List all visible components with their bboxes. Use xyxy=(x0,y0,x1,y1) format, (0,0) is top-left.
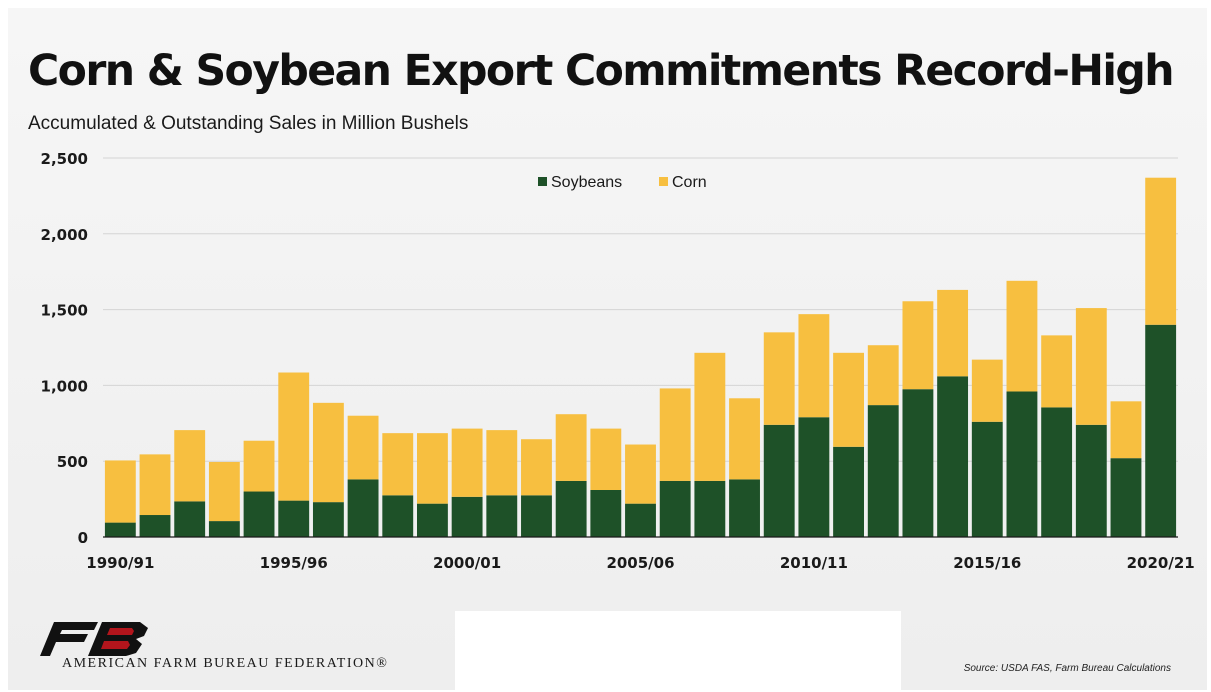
bar-soybeans xyxy=(521,495,552,537)
bar-soybeans xyxy=(104,522,136,537)
bar-soybeans xyxy=(798,417,830,537)
y-tick-label: 0 xyxy=(78,529,88,547)
bar-corn xyxy=(694,352,726,481)
bar-soybeans xyxy=(139,515,171,537)
legend-label-corn: Corn xyxy=(672,174,707,191)
bar-soybeans xyxy=(208,521,240,537)
bar-corn xyxy=(208,461,240,522)
bar-corn xyxy=(174,430,206,502)
x-tick-label: 2020/21 xyxy=(1127,554,1195,572)
bar-corn xyxy=(486,430,518,496)
bar-corn xyxy=(937,289,969,377)
y-tick-label: 1,500 xyxy=(41,302,88,320)
bar-corn xyxy=(312,402,344,503)
bar-corn xyxy=(590,428,622,491)
bar-soybeans xyxy=(1006,391,1038,537)
bar-corn xyxy=(104,460,136,523)
bar-soybeans xyxy=(312,502,344,537)
bar-soybeans xyxy=(694,480,726,537)
bar-corn xyxy=(763,332,795,425)
afbf-logo-icon xyxy=(40,622,148,656)
y-tick-label: 2,500 xyxy=(41,150,88,168)
bar-corn xyxy=(243,440,275,492)
source-note: Source: USDA FAS, Farm Bureau Calculatio… xyxy=(963,663,1171,674)
y-tick-label: 1,000 xyxy=(41,377,88,395)
x-tick-label: 2010/11 xyxy=(780,554,848,572)
bar-corn xyxy=(555,414,587,481)
bar-corn xyxy=(729,398,760,480)
bar-corn xyxy=(1110,401,1142,459)
bar-soybeans xyxy=(590,490,622,537)
bar-soybeans xyxy=(278,500,310,537)
bar-corn xyxy=(521,439,552,496)
x-tick-label: 1990/91 xyxy=(86,554,154,572)
bar-corn xyxy=(1075,308,1107,425)
chart-title: Corn & Soybean Export Commitments Record… xyxy=(28,46,1175,96)
organization-name: AMERICAN FARM BUREAU FEDERATION® xyxy=(62,656,389,671)
bar-soybeans xyxy=(555,480,587,537)
bar-corn xyxy=(1145,177,1177,325)
bar-corn xyxy=(417,433,448,504)
bar-soybeans xyxy=(625,503,656,537)
y-tick-label: 500 xyxy=(57,453,88,471)
bar-corn xyxy=(278,372,310,501)
y-tick-label: 2,000 xyxy=(41,226,88,244)
blank-panel xyxy=(455,611,901,692)
bar-soybeans xyxy=(382,495,414,537)
bar-corn xyxy=(451,428,483,497)
bar-soybeans xyxy=(451,496,483,537)
bar-corn xyxy=(867,345,899,406)
bar-soybeans xyxy=(867,405,899,537)
bar-soybeans xyxy=(729,479,760,537)
bar-soybeans xyxy=(763,424,795,537)
bar-soybeans xyxy=(1110,458,1142,537)
bar-soybeans xyxy=(902,389,934,537)
bar-soybeans xyxy=(659,480,691,537)
bar-corn xyxy=(902,301,934,390)
legend-swatch-corn xyxy=(659,177,668,186)
bar-soybeans xyxy=(937,376,969,537)
bar-corn xyxy=(625,444,656,504)
bar-corn xyxy=(971,359,1003,422)
bar-soybeans xyxy=(174,501,206,537)
bar-corn xyxy=(1006,280,1038,392)
bar-corn xyxy=(833,352,864,447)
bar-soybeans xyxy=(1145,324,1177,537)
chart-subtitle: Accumulated & Outstanding Sales in Milli… xyxy=(28,113,469,134)
bar-soybeans xyxy=(243,491,275,537)
bar-corn xyxy=(347,415,379,480)
bar-soybeans xyxy=(1041,407,1073,537)
legend-swatch-soybeans xyxy=(538,177,547,186)
bar-corn xyxy=(659,388,691,481)
bar-corn xyxy=(1041,335,1073,408)
bar-soybeans xyxy=(347,479,379,537)
bar-corn xyxy=(139,454,171,516)
x-tick-label: 2005/06 xyxy=(606,554,674,572)
bar-soybeans xyxy=(1075,424,1107,537)
bar-soybeans xyxy=(833,446,864,537)
bar-soybeans xyxy=(486,495,518,537)
bar-soybeans xyxy=(417,503,448,537)
bar-soybeans xyxy=(971,421,1003,537)
bar-corn xyxy=(382,433,414,496)
legend-label-soybeans: Soybeans xyxy=(551,174,622,191)
x-tick-label: 2000/01 xyxy=(433,554,501,572)
x-tick-label: 2015/16 xyxy=(953,554,1021,572)
bar-corn xyxy=(798,314,830,418)
x-tick-label: 1995/96 xyxy=(260,554,328,572)
